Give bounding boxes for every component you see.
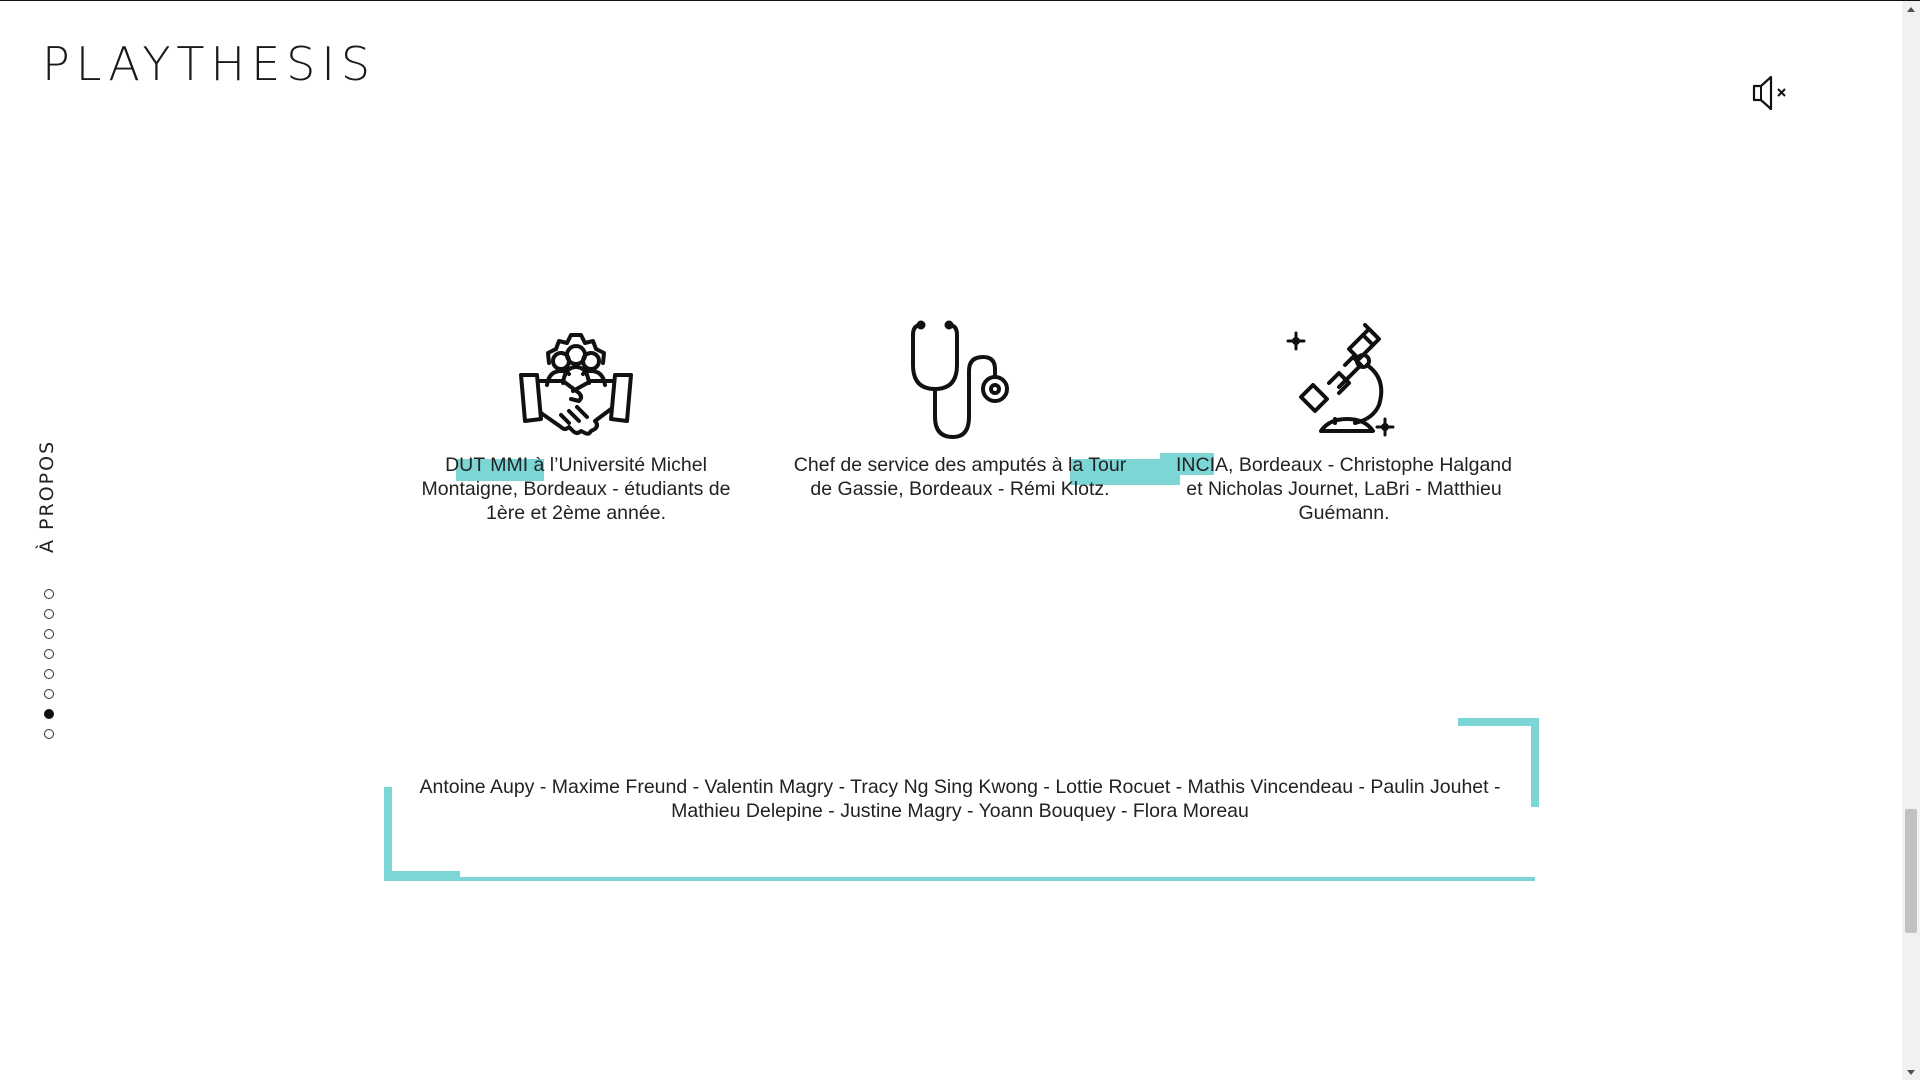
partner-card: DUT MMI à l’Université Michel Montaigne,… — [406, 319, 746, 525]
partner-description: DUT MMI à l’Université Michel Montaigne,… — [421, 454, 731, 524]
partner-description: INCIA, Bordeaux - Christophe Halgand et … — [1175, 454, 1512, 524]
mute-button[interactable] — [1750, 73, 1794, 113]
partner-card: Chef de service des amputés à la Tour de… — [790, 319, 1130, 501]
partner-description: Chef de service des amputés à la Tour de… — [793, 454, 1127, 500]
scroll-down-arrow-icon[interactable] — [1907, 1070, 1915, 1075]
scroll-up-arrow-icon[interactable] — [1907, 7, 1915, 12]
accent-bar — [1160, 453, 1214, 475]
nav-dot[interactable] — [44, 629, 54, 639]
nav-dot[interactable] — [44, 649, 54, 659]
section-label: À PROPOS — [36, 439, 58, 553]
microscope-icon — [1279, 319, 1409, 443]
speaker-muted-icon — [1752, 75, 1786, 111]
teamwork-handshake-icon — [511, 319, 641, 443]
nav-dot-active[interactable] — [44, 709, 54, 719]
nav-dot[interactable] — [44, 589, 54, 599]
site-logo[interactable]: PLAYTHESIS — [42, 37, 377, 91]
scrollbar-thumb[interactable] — [1905, 809, 1917, 933]
stethoscope-icon — [895, 319, 1025, 443]
team-credits: Antoine Aupy - Maxime Freund - Valentin … — [419, 776, 1501, 822]
nav-dot[interactable] — [44, 609, 54, 619]
nav-dot[interactable] — [44, 729, 54, 739]
accent-bar — [456, 459, 544, 481]
nav-dot[interactable] — [44, 669, 54, 679]
vertical-scrollbar[interactable] — [1902, 1, 1920, 1080]
partner-card: INCIA, Bordeaux - Christophe Halgand et … — [1174, 319, 1514, 525]
nav-dot[interactable] — [44, 689, 54, 699]
section-dots-nav — [44, 589, 58, 749]
